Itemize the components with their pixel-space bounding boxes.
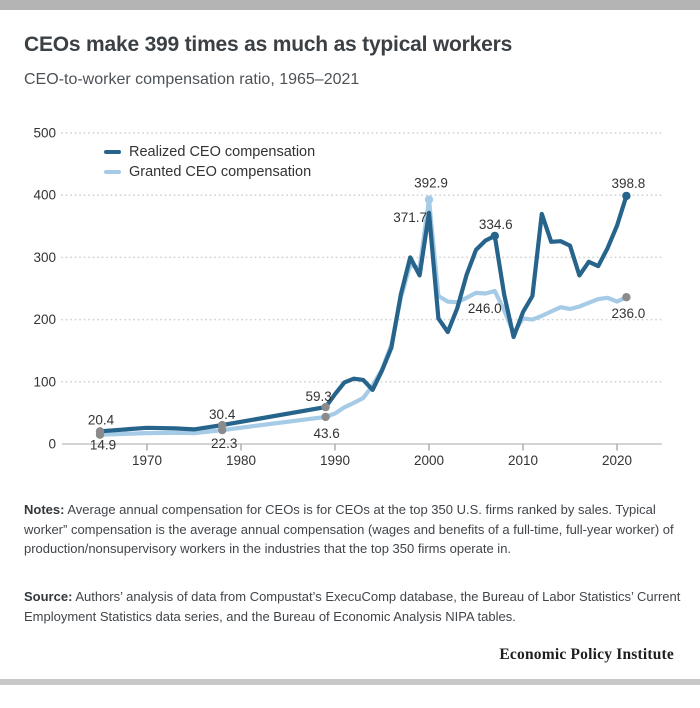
series-line-realized [97, 193, 629, 434]
y-tick-label: 400 [33, 188, 56, 203]
source-body: Authors’ analysis of data from Compustat… [24, 589, 681, 624]
data-label: 398.8 [612, 176, 646, 191]
data-label: 334.6 [479, 217, 513, 232]
legend-item-granted: Granted CEO compensation [104, 162, 315, 182]
data-label: 43.6 [313, 426, 339, 441]
source-label: Source: [24, 589, 73, 604]
data-point-dot [95, 430, 105, 439]
chart-title: CEOs make 399 times as much as typical w… [24, 33, 513, 56]
data-point-dot [424, 195, 434, 204]
y-tick-label: 0 [48, 437, 56, 452]
data-point-dot [321, 402, 330, 412]
notes-text: Notes: Average annual compensation for C… [24, 500, 684, 559]
chart-subtitle: CEO-to-worker compensation ratio, 1965–2… [24, 71, 360, 88]
x-tick-label: 2000 [414, 453, 444, 468]
x-tick-label: 1970 [132, 453, 162, 468]
data-point-dot [218, 425, 227, 435]
data-point-dot [622, 293, 631, 302]
y-tick-label: 200 [33, 312, 56, 327]
data-label: 20.4 [88, 412, 115, 427]
x-tick-label: 2010 [508, 453, 538, 468]
data-label: 236.0 [612, 306, 646, 321]
legend-label-realized: Realized CEO compensation [129, 144, 316, 160]
data-label: 371.7 [393, 210, 427, 225]
epi-wordmark: Economic Policy Institute [499, 646, 674, 663]
notes-body: Average annual compensation for CEOs is … [24, 502, 674, 556]
line-chart: 0 100 200 300 400 500 1970 1980 1990 2000 2010 2020… [33, 126, 663, 468]
series-line-granted [97, 197, 629, 437]
data-label: 246.0 [468, 301, 502, 316]
y-tick-label: 500 [33, 126, 56, 141]
chart-legend: Realized CEO compensation Granted CEO co… [104, 142, 315, 182]
data-point-dot [622, 191, 631, 201]
data-label: 59.3 [305, 389, 331, 404]
x-tick-label: 2020 [602, 453, 632, 468]
x-tick-label: 1990 [320, 453, 350, 468]
data-label: 14.9 [90, 438, 116, 453]
data-label: 22.3 [211, 436, 237, 451]
legend-swatch-granted-icon [104, 169, 121, 175]
source-text: Source: Authors’ analysis of data from C… [24, 587, 684, 626]
legend-label-granted: Granted CEO compensation [129, 164, 312, 180]
bottom-border-bar [0, 679, 700, 685]
y-tick-label: 100 [33, 374, 56, 389]
top-border-bar [0, 0, 700, 10]
legend-item-realized: Realized CEO compensation [104, 142, 315, 162]
legend-swatch-realized-icon [104, 149, 121, 155]
notes-label: Notes: [24, 502, 65, 517]
data-label: 30.4 [209, 407, 236, 422]
y-tick-label: 300 [33, 250, 56, 265]
data-label: 392.9 [414, 176, 448, 191]
data-point-dot [490, 231, 499, 241]
x-tick-label: 1980 [226, 453, 256, 468]
data-point-dot [321, 412, 330, 422]
